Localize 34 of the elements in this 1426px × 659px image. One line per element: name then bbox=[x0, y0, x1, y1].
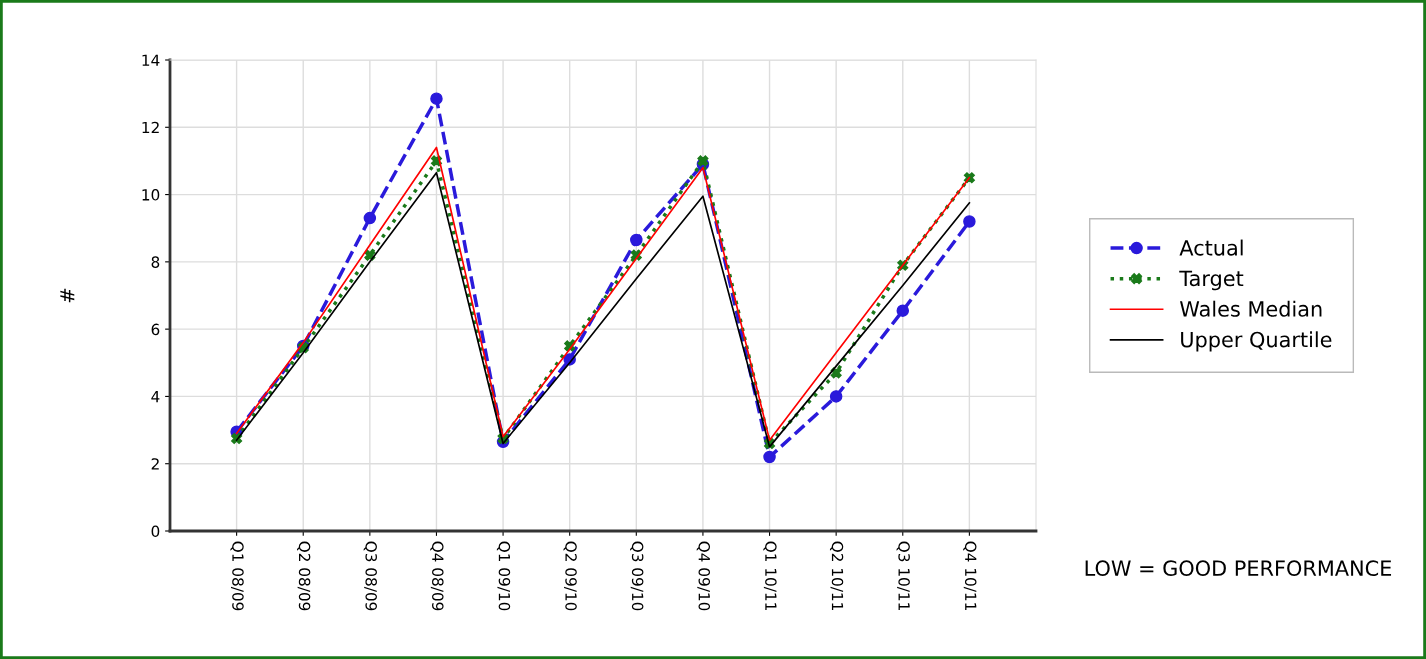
y-tick-label: 12 bbox=[142, 121, 159, 134]
x-tick-label: Q4 10/11 bbox=[963, 541, 977, 610]
x-tick-label: Q2 09/10 bbox=[563, 541, 577, 611]
point bbox=[430, 92, 443, 105]
x-tick-label: Q1 08/09 bbox=[230, 541, 244, 611]
point bbox=[763, 450, 776, 464]
x-tick-label: Q3 09/10 bbox=[630, 541, 644, 611]
x-tick-label: Q3 08/09 bbox=[363, 541, 377, 611]
point bbox=[363, 211, 377, 225]
x-tick-label: Q3 10/11 bbox=[896, 541, 910, 610]
point bbox=[630, 233, 643, 247]
legend-label: Target bbox=[1179, 270, 1244, 291]
y-tick-label: 14 bbox=[142, 54, 160, 66]
y-tick-label: 0 bbox=[151, 525, 160, 538]
y-axis-title: # bbox=[60, 288, 75, 303]
x-tick-label: Q2 10/11 bbox=[829, 541, 844, 610]
text: LOW = GOOD PERFORMANCE bbox=[1085, 560, 1392, 577]
x-tick-label: Q4 08/09 bbox=[430, 541, 444, 611]
y-tick-label: 6 bbox=[151, 323, 160, 336]
x-tick-label: Q2 08/09 bbox=[297, 541, 311, 611]
y-tick-label: 2 bbox=[151, 458, 159, 470]
point bbox=[963, 215, 976, 228]
legend-label: Actual bbox=[1179, 239, 1243, 256]
y-tick-label: 8 bbox=[151, 256, 160, 268]
y-tick-label: 4 bbox=[151, 391, 160, 403]
x-tick-label: Q4 09/10 bbox=[696, 541, 711, 611]
point bbox=[829, 390, 843, 403]
legend-label: Wales Median bbox=[1179, 300, 1322, 317]
legend-label: Upper Quartile bbox=[1181, 331, 1332, 352]
point bbox=[896, 304, 910, 317]
x-tick-label: Q1 10/11 bbox=[763, 541, 777, 610]
point bbox=[697, 155, 709, 167]
y-tick-label: 10 bbox=[142, 189, 160, 201]
x-tick-label: Q1 09/10 bbox=[496, 541, 511, 611]
